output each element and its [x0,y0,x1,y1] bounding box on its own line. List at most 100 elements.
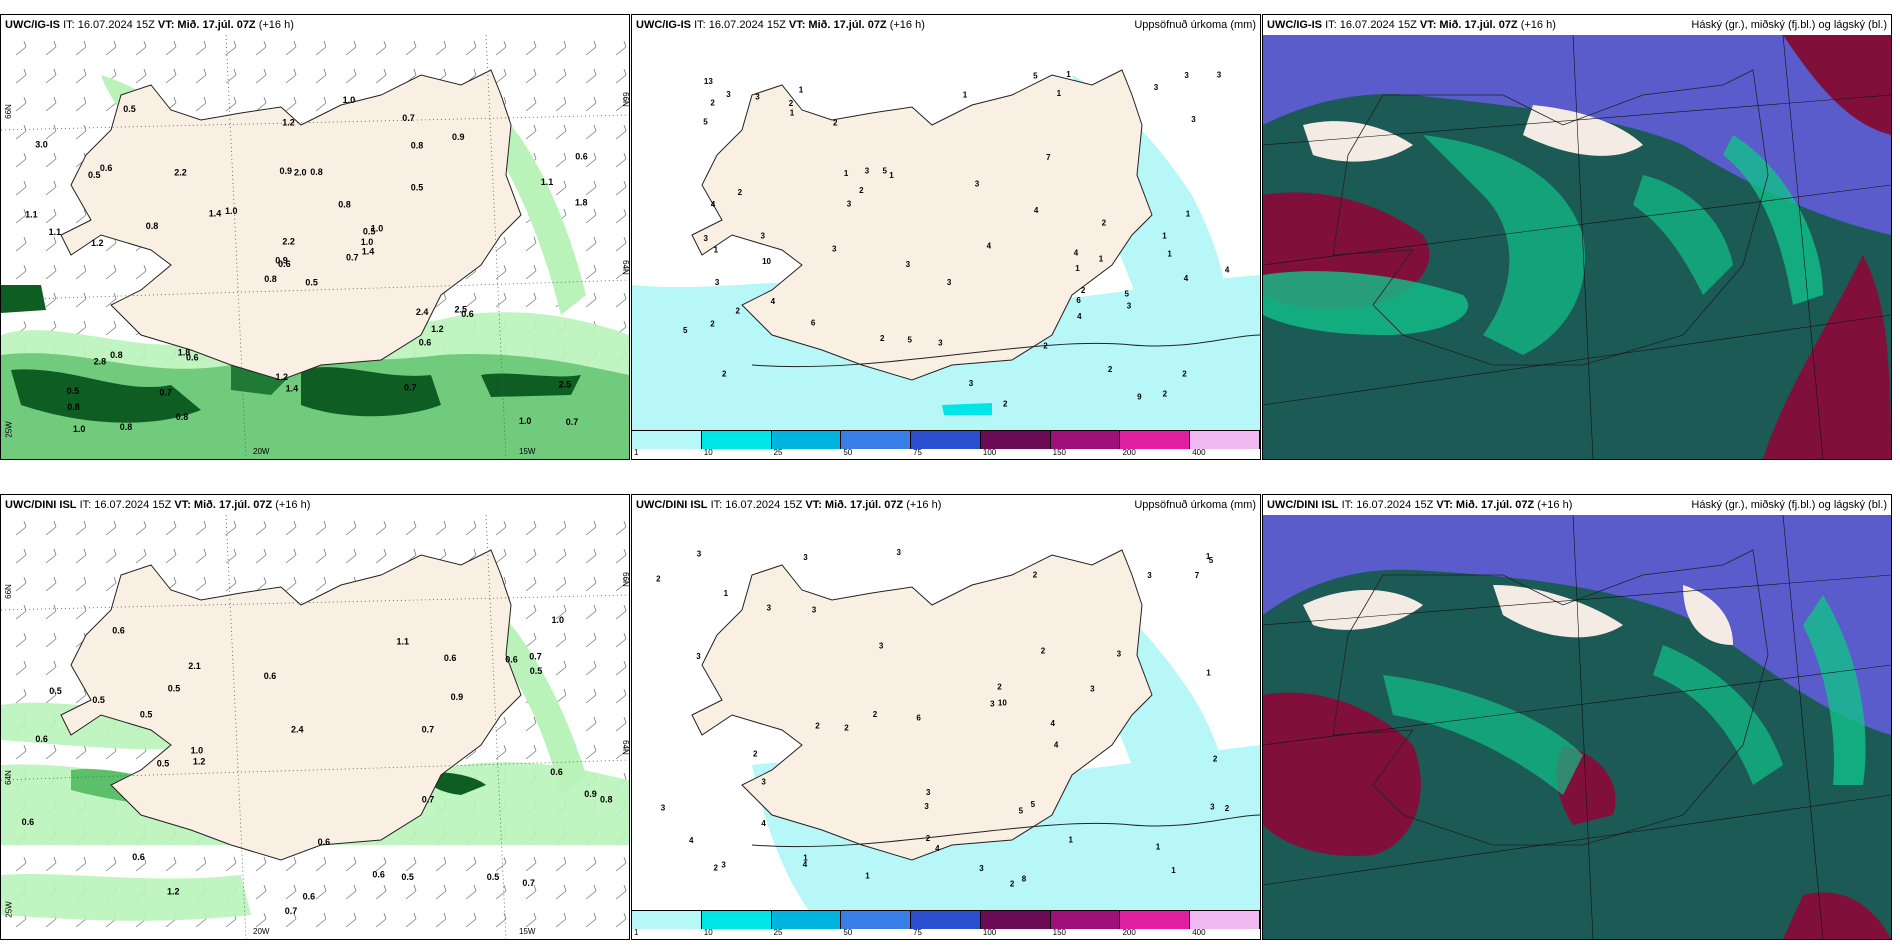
value-label: 2 [997,683,1002,692]
colorbar-swatch [1190,431,1260,449]
wind-barb [465,292,477,308]
colorbar-tick: 10 [703,448,713,457]
model-name: UWC/IG-IS [1267,19,1322,31]
lat-label-64-right: 64N [620,740,630,755]
wind-barb [525,124,537,140]
wind-barb [525,68,537,84]
model-name: UWC/DINI ISL [5,499,77,511]
value-label: 1 [865,871,870,880]
wind-barb [165,548,177,564]
colorbar-tick: 150 [1052,448,1067,457]
value-label: 0.6 [575,151,588,161]
wind-barb [75,40,87,56]
wind-barb [585,716,597,732]
value-label: 0.5 [88,170,101,180]
value-label: 1.4 [209,209,222,219]
value-label: 0.6 [444,653,457,663]
value-label: 1 [1171,866,1176,875]
value-label: 3 [1117,649,1122,658]
colorbar-tick: 75 [913,448,923,457]
valid-time: VT: Mið. 17.júl. 07Z [174,499,273,511]
value-label: 0.8 [176,412,189,422]
colorbar-tick: 25 [773,448,783,457]
value-label: 2 [1033,570,1038,579]
wind-barb [195,40,207,56]
wind-barb [555,576,567,592]
value-label: 3 [990,700,995,709]
wind-barb [105,292,117,308]
wind-barb [75,264,87,280]
value-label: 0.9 [280,166,293,176]
wind-barb [585,292,597,308]
colorbar-swatch [1190,911,1260,929]
wind-barb [465,520,477,536]
wind-barb [405,856,417,872]
wind-barb [525,576,537,592]
wind-barb [585,180,597,196]
wind-barb [75,320,87,336]
value-label: 0.6 [303,892,316,902]
value-label: 4 [1074,249,1079,258]
wind-barb [255,884,267,900]
wind-barb [555,520,567,536]
wind-barb [525,96,537,112]
value-label: 3 [1147,571,1152,580]
value-label: 4 [1077,312,1082,321]
lon-label-15: 15W [519,447,536,456]
value-label: 4 [1184,274,1189,283]
value-label: 5 [1031,800,1036,809]
wind-barb [195,96,207,112]
value-label: 3 [926,788,931,797]
wind-barb [495,520,507,536]
wind-barb [45,180,57,196]
value-label: 0.6 [35,734,48,744]
value-label: 3 [979,864,984,873]
wind-barb [615,292,627,308]
value-label: 2 [1010,879,1015,888]
value-label: 2 [789,99,794,108]
value-label: 0.5 [530,666,543,676]
wind-barb [285,576,297,592]
wind-barb [405,520,417,536]
value-label: 2 [1081,286,1086,295]
wind-barb [585,688,597,704]
wind-barb [75,292,87,308]
wind-barb [255,912,267,928]
colorbar-swatch [1050,911,1121,929]
lat-label-64: 64N [3,770,13,785]
model-name: UWC/IG-IS [5,19,60,31]
wind-barb [525,856,537,872]
lat-label-66-right: 66N [620,572,630,587]
wind-barb [525,604,537,620]
wind-barb [105,264,117,280]
wind-barb [495,40,507,56]
value-label: 1.0 [73,424,86,434]
wind-barb [45,604,57,620]
value-label: 1.0 [225,206,238,216]
colorbar-swatch [1050,431,1121,449]
value-label: 3 [1191,115,1196,124]
panel-precip-wind-igis: UWC/IG-IS IT: 16.07.2024 15Z VT: Mið. 17… [0,14,630,460]
value-label: 1 [1167,250,1172,259]
wind-barb [255,40,267,56]
wind-barb [615,604,627,620]
value-label: 1 [1066,70,1071,79]
wind-barb [315,884,327,900]
wind-barb [225,96,237,112]
wind-barb [555,180,567,196]
wind-barb [585,236,597,252]
colorbar [632,430,1260,449]
wind-barb [315,68,327,84]
wind-barb [585,208,597,224]
colorbar-swatch [841,431,912,449]
value-label: 0.6 [132,852,145,862]
wind-barb [45,576,57,592]
wind-barb [585,40,597,56]
wind-barb [75,604,87,620]
wind-barb [105,320,117,336]
precip-map: 0.5 0.50.70.60.60.70.71.20.70.80.92.10.90… [1,515,629,939]
value-label: 0.6 [461,309,474,319]
lon-label-20: 20W [253,927,270,936]
value-label: 3 [975,180,980,189]
value-label: 0.5 [157,759,170,769]
